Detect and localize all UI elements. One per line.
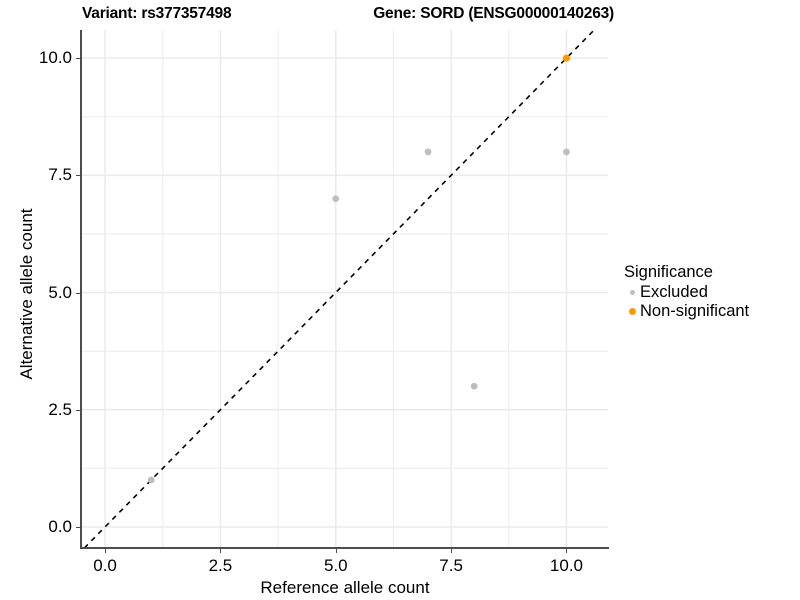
x-tick-label: 2.5 <box>208 556 233 575</box>
y-tick-label: 10.0 <box>38 48 72 68</box>
x-tick-mark <box>566 549 568 553</box>
plot-canvas <box>82 30 608 548</box>
x-tick-label: 0.0 <box>93 556 117 575</box>
gene-title: Gene: SORD (ENSG00000140263) <box>373 5 614 22</box>
legend-key-icon <box>624 283 640 302</box>
x-tick-label: 10.0 <box>549 556 584 575</box>
legend-item[interactable]: Non-significant <box>624 302 796 321</box>
legend: Significance Excluded Non-significant <box>624 262 796 321</box>
x-tick-mark <box>220 549 222 553</box>
y-tick-mark <box>76 175 80 177</box>
y-tick-mark <box>76 526 80 528</box>
data-point <box>470 382 478 390</box>
y-axis-title: Alternative allele count <box>17 208 36 380</box>
data-point <box>424 148 432 156</box>
reference-line-identity <box>83 30 595 548</box>
y-tick-mark <box>76 292 80 294</box>
legend-items: Excluded Non-significant <box>624 283 796 321</box>
x-tick-label: 7.5 <box>439 556 463 575</box>
plot-title-row: Variant: rs377357498 Gene: SORD (ENSG000… <box>82 4 614 26</box>
data-point <box>147 476 155 484</box>
x-tick-mark <box>451 549 453 553</box>
y-tick-label: 0.0 <box>48 516 72 536</box>
y-tick-label: 2.5 <box>48 399 72 419</box>
x-axis-line <box>82 547 609 549</box>
data-point <box>562 54 571 62</box>
legend-title: Significance <box>624 263 713 281</box>
y-tick-mark <box>76 58 80 60</box>
legend-key-icon <box>624 302 640 321</box>
data-point <box>332 195 340 203</box>
legend-dot-icon <box>628 308 636 315</box>
plot-panel <box>82 30 608 548</box>
data-point <box>563 148 570 156</box>
legend-dot-icon <box>629 290 635 295</box>
y-tick-label: 7.5 <box>48 165 72 185</box>
x-axis-title: Reference allele count <box>260 578 430 597</box>
x-tick-label: 5.0 <box>323 556 348 575</box>
y-axis-line <box>80 30 82 549</box>
x-tick-mark <box>105 549 107 553</box>
y-tick-label: 5.0 <box>48 282 72 302</box>
legend-item[interactable]: Excluded <box>624 283 796 302</box>
x-tick-mark <box>335 549 337 553</box>
y-tick-mark <box>76 409 80 411</box>
variant-title: Variant: rs377357498 <box>82 5 232 22</box>
legend-item-label: Excluded <box>640 283 708 301</box>
legend-item-label: Non-significant <box>640 302 750 320</box>
